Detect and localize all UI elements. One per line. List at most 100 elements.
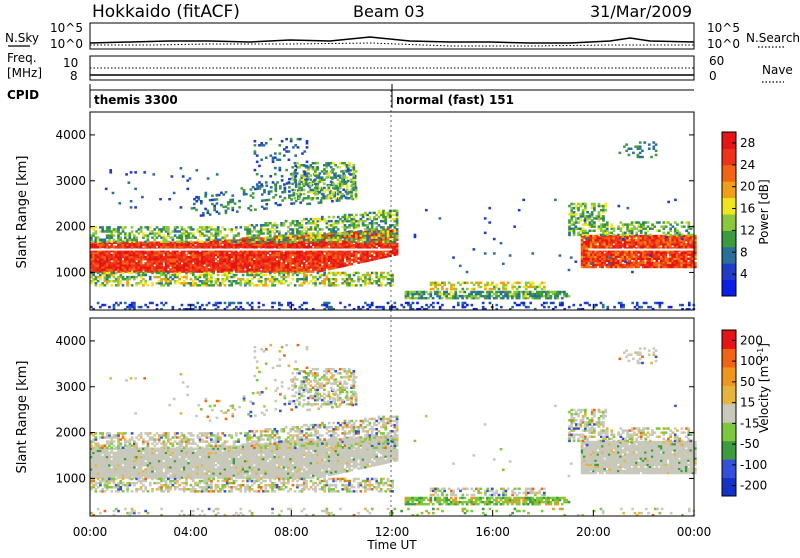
power-cell xyxy=(140,226,143,228)
nave-axis-top: 60 xyxy=(709,54,724,68)
power-cell xyxy=(396,210,399,212)
power-cell xyxy=(316,166,319,168)
power-cell xyxy=(328,216,331,218)
power-cell xyxy=(482,291,485,293)
power-cell xyxy=(281,175,284,177)
power-cell xyxy=(305,181,308,183)
power-cell xyxy=(308,202,311,204)
power-cell xyxy=(289,282,292,284)
power-cell xyxy=(144,280,147,282)
power-cell xyxy=(473,288,476,290)
power-cell xyxy=(281,140,284,142)
freq-label-line1: Freq. xyxy=(7,51,37,65)
power-cell xyxy=(432,297,435,299)
power-cell xyxy=(396,232,399,234)
nsky-series xyxy=(90,37,694,43)
power-cell xyxy=(273,272,276,274)
power-cell xyxy=(254,208,257,210)
power-cell xyxy=(278,159,281,161)
power-cell xyxy=(532,282,535,284)
power-cell xyxy=(228,241,231,243)
power-cell xyxy=(246,241,249,243)
power-cell xyxy=(321,228,324,230)
power-cell xyxy=(144,272,147,274)
power-cell xyxy=(274,167,277,169)
power-cell xyxy=(260,175,263,177)
power-cell xyxy=(274,152,277,154)
power-cell xyxy=(195,200,198,202)
power-cell xyxy=(265,203,268,205)
power-cell xyxy=(443,282,446,284)
power-cell xyxy=(265,207,268,209)
power-cell xyxy=(224,228,227,230)
power-cell xyxy=(288,159,291,161)
power-cell xyxy=(293,202,296,204)
power-cell xyxy=(235,226,238,228)
power-cell xyxy=(265,181,268,183)
power-cell xyxy=(211,195,214,197)
power-cell xyxy=(217,278,220,280)
power-cell xyxy=(265,142,268,144)
power-cell xyxy=(239,239,242,241)
power-cell xyxy=(316,162,319,164)
power-cell xyxy=(243,189,246,191)
power-cell xyxy=(284,197,287,199)
power-cell xyxy=(269,272,272,274)
power-cell xyxy=(303,150,306,152)
power-cell xyxy=(396,243,399,245)
power-cell xyxy=(288,190,291,192)
power-data-cells xyxy=(90,138,697,311)
power-cell xyxy=(110,284,113,286)
power-cell xyxy=(265,184,268,186)
power-cell xyxy=(339,166,342,168)
power-cell xyxy=(195,196,198,198)
power-cell xyxy=(270,190,273,192)
power-cell xyxy=(270,186,273,188)
power-cell xyxy=(303,193,306,195)
power-cell xyxy=(355,187,358,189)
power-cell xyxy=(119,236,122,238)
power-cell xyxy=(281,179,284,181)
power-cell xyxy=(568,295,571,297)
power-cell xyxy=(250,209,253,211)
power-cell xyxy=(250,205,253,207)
power-cell xyxy=(260,183,263,185)
cpid-label: CPID xyxy=(7,88,39,102)
power-cell xyxy=(131,230,134,232)
power-cell xyxy=(294,169,297,171)
power-cell xyxy=(355,214,358,216)
power-cell xyxy=(151,282,154,284)
power-cell xyxy=(143,171,146,173)
power-cell xyxy=(195,169,198,171)
power-cell xyxy=(454,291,457,293)
power-cell xyxy=(355,170,358,172)
nsearch-label: N.Search xyxy=(746,31,800,45)
power-cell xyxy=(180,206,183,208)
power-cell xyxy=(294,154,297,156)
power-cell xyxy=(225,191,228,193)
power-cell xyxy=(131,284,134,286)
power-cell xyxy=(134,206,137,208)
power-cell xyxy=(130,206,133,208)
power-cell xyxy=(332,191,335,193)
power-cell xyxy=(192,272,195,274)
power-cell xyxy=(254,169,257,171)
power-cell xyxy=(491,282,494,284)
power-cell xyxy=(125,173,128,175)
power-cell xyxy=(212,272,215,274)
power-cell xyxy=(213,205,216,207)
power-cell xyxy=(360,284,363,286)
power-cell xyxy=(113,234,116,236)
power-cell xyxy=(281,199,284,201)
power-cell xyxy=(131,272,134,274)
freq-axis-top: 10 xyxy=(63,56,78,70)
power-cell xyxy=(323,183,326,185)
power-cell xyxy=(274,194,277,196)
power-cell xyxy=(109,169,112,171)
nave-axis-bottom: 0 xyxy=(709,69,717,83)
power-cell xyxy=(273,284,276,286)
power-cell xyxy=(193,203,196,205)
power-cell xyxy=(298,195,301,197)
power-cell xyxy=(290,138,293,140)
power-cell xyxy=(295,183,298,185)
